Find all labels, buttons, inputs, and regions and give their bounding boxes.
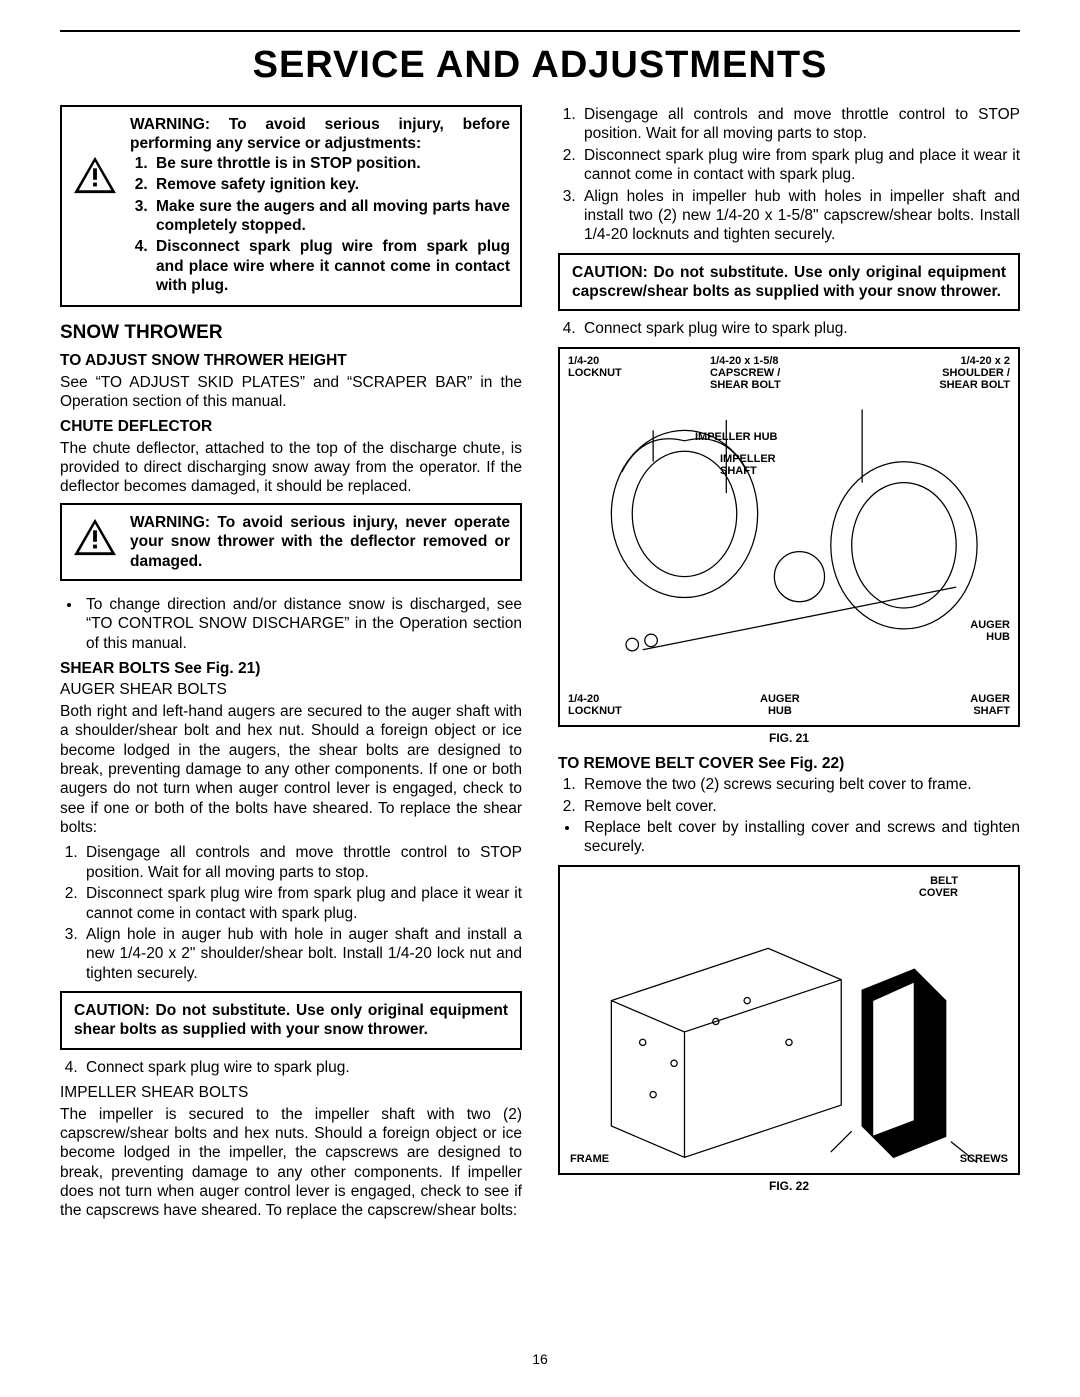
warn-item: Disconnect spark plug wire from spark pl… — [152, 237, 510, 295]
body-text: The impeller is secured to the impeller … — [60, 1105, 522, 1221]
body-text: See “TO ADJUST SKID PLATES” and “SCRAPER… — [60, 373, 522, 412]
list-item: Disconnect spark plug wire from spark pl… — [580, 146, 1020, 185]
warning-text: WARNING: To avoid serious injury, never … — [130, 513, 510, 571]
fig-label: BELT COVER — [919, 875, 958, 899]
subheading-chute: CHUTE DEFLECTOR — [60, 417, 522, 436]
bullet-item: Replace belt cover by installing cover a… — [580, 818, 1020, 857]
warning-list: Be sure throttle is in STOP position. Re… — [130, 154, 510, 296]
auger-steps: Disengage all controls and move throttle… — [60, 843, 522, 983]
fig-label: 1/4-20 x 1-5/8 CAPSCREW / SHEAR BOLT — [710, 355, 781, 391]
figure-22: BELT COVER FRAME SCREWS — [558, 865, 1020, 1175]
body-text: The chute deflector, attached to the top… — [60, 439, 522, 497]
warning-icon — [72, 155, 118, 200]
warning-icon — [72, 517, 118, 562]
impeller-steps: Disengage all controls and move throttle… — [558, 105, 1020, 245]
fig-label: AUGER SHAFT — [970, 693, 1010, 717]
page-title: SERVICE AND ADJUSTMENTS — [60, 44, 1020, 87]
list-item: Remove the two (2) screws securing belt … — [580, 775, 1020, 794]
exploded-diagram-icon — [580, 399, 998, 692]
warn-item: Make sure the augers and all moving part… — [152, 197, 510, 236]
list-item: Align holes in impeller hub with holes i… — [580, 187, 1020, 245]
figure-21: 1/4-20 LOCKNUT 1/4-20 x 1-5/8 CAPSCREW /… — [558, 347, 1020, 727]
warning-lead: WARNING: To avoid serious injury, before… — [130, 115, 510, 154]
list-item: Align hole in auger hub with hole in aug… — [82, 925, 522, 983]
list-item: Disconnect spark plug wire from spark pl… — [82, 884, 522, 923]
belt-cover-diagram-icon — [580, 917, 998, 1189]
bullet-item: To change direction and/or distance snow… — [82, 595, 522, 653]
list-item: Connect spark plug wire to spark plug. — [82, 1058, 522, 1077]
body-text: Both right and left-hand augers are secu… — [60, 702, 522, 838]
warning-box-2: WARNING: To avoid serious injury, never … — [60, 503, 522, 581]
section-heading: SNOW THROWER — [60, 321, 522, 345]
warn-item: Be sure throttle is in STOP position. — [152, 154, 510, 173]
list-item: Remove belt cover. — [580, 797, 1020, 816]
fig-label: 1/4-20 x 2 SHOULDER / SHEAR BOLT — [939, 355, 1010, 391]
warning-box-1: WARNING: To avoid serious injury, before… — [60, 105, 522, 307]
body-text: AUGER SHEAR BOLTS — [60, 680, 522, 699]
belt-steps: Remove the two (2) screws securing belt … — [558, 775, 1020, 816]
left-column: WARNING: To avoid serious injury, before… — [60, 105, 522, 1227]
caution-box-1: CAUTION: Do not substitute. Use only ori… — [60, 991, 522, 1050]
subheading-adjust: TO ADJUST SNOW THROWER HEIGHT — [60, 351, 522, 370]
caution-box-2: CAUTION: Do not substitute. Use only ori… — [558, 253, 1020, 312]
list-item: Disengage all controls and move throttle… — [580, 105, 1020, 144]
subheading-shear: SHEAR BOLTS See Fig. 21) — [60, 659, 522, 678]
right-column: Disengage all controls and move throttle… — [558, 105, 1020, 1227]
list-item: Disengage all controls and move throttle… — [82, 843, 522, 882]
subheading-belt: TO REMOVE BELT COVER See Fig. 22) — [558, 754, 1020, 773]
fig-label: 1/4-20 LOCKNUT — [568, 693, 622, 717]
fig-label: AUGER HUB — [760, 693, 800, 717]
body-text: IMPELLER SHEAR BOLTS — [60, 1083, 522, 1102]
fig-label: 1/4-20 LOCKNUT — [568, 355, 622, 379]
list-item: Connect spark plug wire to spark plug. — [580, 319, 1020, 338]
figure-caption: FIG. 21 — [558, 731, 1020, 746]
page-number: 16 — [532, 1351, 548, 1367]
warn-item: Remove safety ignition key. — [152, 175, 510, 194]
